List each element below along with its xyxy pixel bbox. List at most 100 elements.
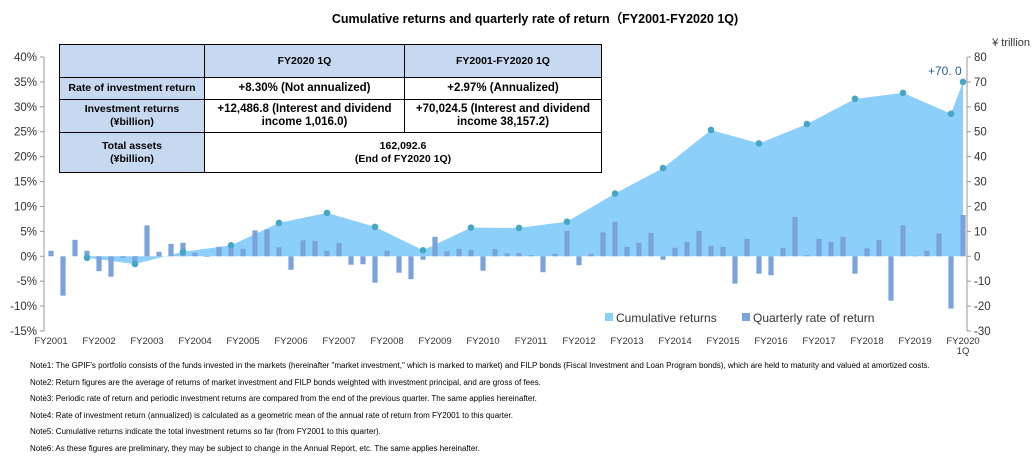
quarterly-return-bar <box>48 250 54 257</box>
right-axis-tick-label: 10 <box>974 226 987 238</box>
x-axis-tick-label: FY2019 <box>898 336 931 347</box>
cumulative-return-point <box>419 246 427 254</box>
quarterly-return-bar <box>264 229 270 257</box>
quarterly-return-bar <box>444 251 450 257</box>
left-axis-tick-label: -5% <box>17 276 37 288</box>
total-assets-value: 162,092.6 (End of FY2020 1Q) <box>204 132 602 173</box>
x-axis-tick-label: FY2011 <box>515 336 548 347</box>
left-axis-tick-label: 25% <box>14 127 37 139</box>
cumulative-return-point <box>707 126 715 134</box>
x-axis-tick-label: FY2008 <box>370 336 403 347</box>
row-label: Total assets (¥billion) <box>59 132 205 173</box>
right-axis-tick-label: 0 <box>974 251 980 263</box>
row-label-text: Total assets <box>102 139 162 152</box>
note-6: Note6: As these figures are preliminary,… <box>30 443 480 453</box>
right-axis-tick-label: 60 <box>974 102 987 114</box>
right-axis-tick-label: 50 <box>974 127 987 139</box>
x-axis-tick-label: FY2001 <box>34 336 67 347</box>
quarterly-return-bar <box>300 240 306 257</box>
chart: 40% 35% 30% 25% 20% 15% 10% 5% 0% -5% -10% -15% 80 70… <box>10 37 1030 357</box>
quarterly-return-bar <box>792 216 798 257</box>
cumulative-return-point <box>899 89 907 97</box>
quarterly-return-bar <box>948 256 954 309</box>
cumulative-return-point <box>179 248 187 256</box>
table-row-returns: Investment returns (¥billion) +12,486.8 (… <box>59 99 602 133</box>
summary-table: FY2020 1Q FY2001-FY2020 1Q Rate of inves… <box>59 44 602 173</box>
row-label: Rate of investment return <box>59 77 205 100</box>
quarterly-return-bar <box>864 248 870 257</box>
note-4: Note4: Rate of investment return (annual… <box>30 410 513 420</box>
x-axis-tick-label: FY2013 <box>610 336 643 347</box>
cumulative-return-point <box>851 95 859 103</box>
left-axis-tick-label: 0% <box>20 251 37 263</box>
x-axis-tick-label: FY2016 <box>754 336 787 347</box>
quarterly-return-bar <box>852 256 858 274</box>
quarterly-return-bar <box>288 256 294 270</box>
right-axis-tick-label: -10 <box>974 276 991 288</box>
left-axis-tick-label: 5% <box>20 226 37 238</box>
quarterly-return-bar <box>408 256 414 280</box>
cumulative-return-point <box>275 219 283 227</box>
quarterly-return-bar <box>468 249 474 257</box>
quarterly-return-bar <box>204 256 210 257</box>
quarterly-return-bar <box>588 253 594 257</box>
right-axis-tick-label: 40 <box>974 152 987 164</box>
quarterly-return-bar <box>576 256 582 266</box>
quarterly-return-bar <box>528 255 534 257</box>
note-5: Note5: Cumulative returns indicate the t… <box>30 427 381 437</box>
returns-cumulative-line1: +70,024.5 (Interest and dividend <box>415 103 591 115</box>
quarterly-return-bar <box>240 248 246 257</box>
latest-value-annotation: +70. 0 <box>928 64 962 78</box>
x-axis-tick-label: FY2010 <box>466 336 499 347</box>
x-axis-tick-label: FY2017 <box>802 336 835 347</box>
quarterly-return-bar <box>624 246 630 257</box>
cumulative-return-point <box>515 224 523 232</box>
table-header-corner <box>59 44 205 78</box>
returns-quarter-line2: income 1,016.0) <box>261 116 348 128</box>
note-3: Note3: Periodic rate of return and perio… <box>30 394 537 404</box>
legend-swatch-cumulative <box>605 313 613 321</box>
cumulative-return-point <box>947 110 955 118</box>
legend-label-quarterly: Quarterly rate of return <box>753 311 874 325</box>
quarterly-return-bar <box>132 256 138 264</box>
row-label-unit: (¥billion) <box>110 116 154 128</box>
quarterly-return-bar <box>744 238 750 257</box>
quarterly-return-bar <box>876 239 882 257</box>
table-row-rate: Rate of investment return +8.30% (Not an… <box>59 77 602 100</box>
row-label: Investment returns (¥billion) <box>59 99 205 133</box>
quarterly-return-bar <box>660 256 666 260</box>
quarterly-return-bar <box>540 256 546 273</box>
right-axis-tick-label: 20 <box>974 201 987 213</box>
x-axis-tick-label: FY2018 <box>850 336 883 347</box>
cumulative-return-point <box>227 242 235 249</box>
quarterly-return-bar <box>732 256 738 284</box>
cumulative-return-point <box>83 254 91 262</box>
quarterly-return-bar <box>552 253 558 257</box>
x-axis-tick-label: FY2006 <box>274 336 307 347</box>
quarterly-return-bar <box>696 230 702 257</box>
quarterly-return-bar <box>372 256 378 283</box>
quarterly-return-bar <box>756 256 762 274</box>
returns-cumulative: +70,024.5 (Interest and dividend income 3… <box>404 99 602 133</box>
quarterly-return-bar <box>432 236 438 257</box>
cumulative-return-point <box>131 260 139 268</box>
x-axis-tick-sublabel: 1Q <box>957 346 970 357</box>
total-assets-amount: 162,092.6 <box>379 139 427 152</box>
quarterly-return-bar <box>96 256 102 272</box>
x-axis-tick-label: FY2020 <box>946 336 979 347</box>
left-axis-tick-label: 35% <box>14 77 37 89</box>
table-row-total-assets: Total assets (¥billion) 162,092.6 (End of … <box>59 132 602 173</box>
total-assets-date: (End of FY2020 1Q) <box>354 152 452 165</box>
quarterly-return-bar <box>84 250 90 257</box>
quarterly-return-bar <box>708 245 714 257</box>
x-axis-tick-label: FY2012 <box>562 336 595 347</box>
left-axis-tick-label: -10% <box>10 301 37 313</box>
x-axis-tick-label: FY2009 <box>418 336 451 347</box>
quarterly-return-bar <box>324 250 330 257</box>
x-axis-tick-label: FY2004 <box>178 336 211 347</box>
right-axis-unit: ¥ trillion <box>991 37 1030 49</box>
note-1: Note1: The GPIF's portfolio consists of … <box>30 361 930 370</box>
right-axis-tick-label: 70 <box>974 77 987 89</box>
left-axis-tick-label: 30% <box>14 102 37 114</box>
cumulative-return-point <box>371 223 379 231</box>
